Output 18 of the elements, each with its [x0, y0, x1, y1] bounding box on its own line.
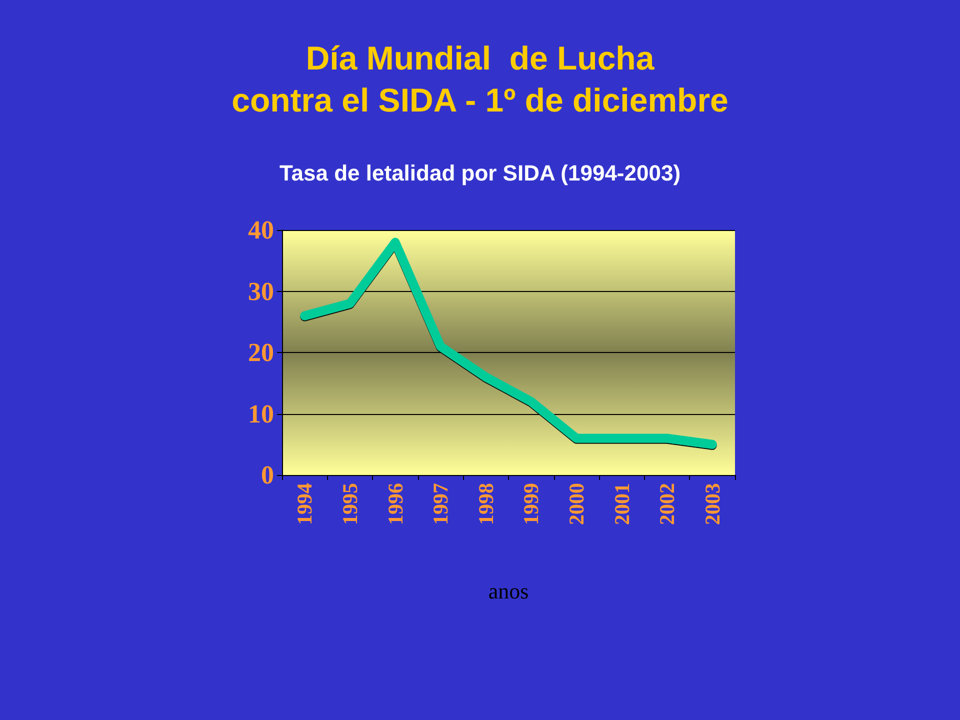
x-tick-label: 1999: [519, 483, 544, 525]
x-tick-label: 1994: [292, 482, 317, 525]
x-tick-label: 2003: [700, 483, 724, 525]
x-tick-label: 2002: [655, 483, 680, 525]
y-tick-label: 40: [248, 216, 274, 244]
x-tick-label: 1998: [474, 483, 498, 525]
x-tick-label: 1996: [383, 483, 408, 525]
x-tick-label: 1997: [428, 483, 453, 525]
chart-subtitle: Tasa de letalidad por SIDA (1994-2003): [279, 160, 681, 186]
y-tick-label: 0: [261, 460, 274, 490]
y-tick-label: 20: [248, 338, 274, 367]
y-tick-label: 10: [248, 399, 274, 428]
x-tick-label: 2001: [610, 483, 634, 525]
y-tick-label: 30: [248, 276, 274, 306]
x-tick-label: 2000: [564, 483, 588, 525]
chart-title: Día Mundial de Lucha contra el SIDA - 1º de diciembre: [232, 40, 728, 118]
x-tick-label: 1995: [338, 483, 362, 525]
x-axis-title: anos: [488, 578, 529, 604]
